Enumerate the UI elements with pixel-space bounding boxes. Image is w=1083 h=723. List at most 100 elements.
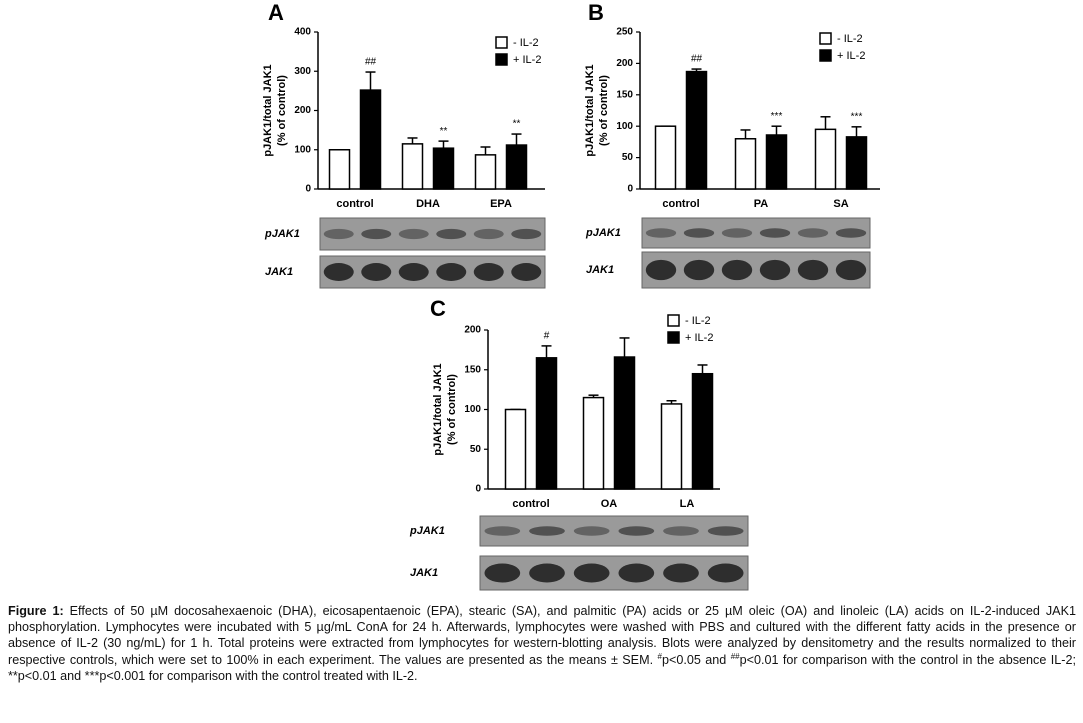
x-tick-label: OA bbox=[601, 498, 618, 510]
bar bbox=[814, 128, 837, 190]
blot-image bbox=[641, 217, 871, 249]
significance-label: ## bbox=[365, 57, 377, 68]
caption-superscript: # bbox=[657, 651, 662, 661]
blot-band bbox=[484, 563, 521, 583]
legend-swatch bbox=[495, 53, 508, 66]
legend-swatch bbox=[667, 331, 680, 344]
blot-band bbox=[618, 526, 655, 536]
blot-image bbox=[479, 515, 749, 547]
legend-label: + IL-2 bbox=[513, 54, 541, 66]
blot-label: pJAK1 bbox=[409, 525, 445, 537]
x-tick-label: DHA bbox=[416, 198, 440, 210]
caption-label: Figure 1: bbox=[8, 604, 64, 618]
bar bbox=[654, 125, 677, 190]
blot-band bbox=[707, 526, 744, 536]
blot-label: pJAK1 bbox=[264, 228, 300, 240]
bar bbox=[734, 138, 757, 190]
blot-image bbox=[641, 251, 871, 289]
legend-swatch bbox=[667, 314, 680, 327]
y-tick-label: 200 bbox=[616, 58, 633, 69]
blot-band bbox=[436, 263, 467, 281]
blot-image bbox=[319, 255, 546, 289]
x-tick-label: EPA bbox=[490, 198, 512, 210]
blot-band bbox=[663, 526, 699, 536]
caption: Figure 1: Effects of 50 µM docosahexaeno… bbox=[8, 603, 1076, 684]
significance-label: ## bbox=[691, 54, 703, 65]
blot-band bbox=[645, 228, 677, 238]
blot-band bbox=[323, 263, 354, 281]
blot-band bbox=[473, 263, 504, 281]
y-tick-label: 100 bbox=[294, 144, 311, 155]
significance-label: ** bbox=[440, 126, 448, 137]
y-axis-label: pJAK1/total JAK1 bbox=[432, 363, 444, 455]
blot-band bbox=[361, 263, 392, 281]
blot-band bbox=[759, 259, 791, 281]
caption-text: p<0.01 for comparison with the control i… bbox=[8, 652, 1076, 683]
legend-label: + IL-2 bbox=[685, 332, 713, 344]
blot-band bbox=[529, 526, 565, 536]
y-tick-label: 100 bbox=[464, 404, 481, 415]
blot-band bbox=[721, 228, 753, 238]
legend-label: + IL-2 bbox=[837, 50, 865, 62]
blot-image bbox=[479, 555, 749, 591]
blot-band bbox=[759, 228, 791, 238]
panel-letter: C bbox=[430, 296, 446, 321]
x-tick-label: SA bbox=[833, 198, 848, 210]
blot-label: JAK1 bbox=[410, 567, 438, 579]
bar bbox=[474, 154, 497, 190]
blot-band bbox=[436, 228, 467, 240]
y-axis-label: pJAK1/total JAK1 bbox=[262, 64, 274, 156]
y-tick-label: 50 bbox=[622, 152, 634, 163]
blot-image bbox=[319, 217, 546, 251]
blot-band bbox=[721, 259, 753, 281]
legend-swatch bbox=[819, 32, 832, 45]
blot-label: pJAK1 bbox=[585, 227, 621, 239]
bar bbox=[691, 372, 714, 490]
bar bbox=[613, 356, 636, 490]
y-tick-label: 0 bbox=[627, 184, 633, 195]
blot-label: JAK1 bbox=[265, 266, 293, 278]
blot-band bbox=[618, 563, 655, 583]
panel-letter: A bbox=[268, 0, 284, 25]
blot-band bbox=[683, 228, 715, 238]
significance-label: # bbox=[544, 331, 550, 342]
blot-band bbox=[683, 259, 715, 281]
y-tick-label: 150 bbox=[616, 89, 633, 100]
blot-band bbox=[573, 526, 610, 536]
x-tick-label: control bbox=[336, 198, 373, 210]
blot-band bbox=[707, 563, 744, 583]
significance-label: *** bbox=[851, 111, 863, 122]
blot-band bbox=[835, 228, 867, 238]
y-tick-label: 400 bbox=[294, 27, 311, 38]
x-tick-label: LA bbox=[680, 498, 695, 510]
blot-band bbox=[398, 228, 429, 240]
blot-band bbox=[511, 228, 542, 240]
blot-band bbox=[323, 228, 354, 240]
blot-band bbox=[835, 259, 867, 281]
bar bbox=[505, 144, 528, 190]
panel-letter: B bbox=[588, 0, 604, 25]
significance-label: *** bbox=[771, 111, 783, 122]
caption-text: Effects of 50 µM docosahexaenoic (DHA), … bbox=[8, 604, 1076, 667]
bar bbox=[504, 408, 527, 490]
bar bbox=[845, 136, 868, 190]
y-axis-label: (% of control) bbox=[446, 374, 458, 445]
blot-band bbox=[473, 228, 504, 240]
y-tick-label: 0 bbox=[475, 484, 481, 495]
x-tick-label: PA bbox=[754, 198, 769, 210]
y-axis-label: pJAK1/total JAK1 bbox=[584, 64, 596, 156]
bar bbox=[535, 357, 558, 490]
blot-label: JAK1 bbox=[586, 264, 614, 276]
y-axis-label: (% of control) bbox=[276, 75, 288, 146]
y-tick-label: 50 bbox=[470, 444, 482, 455]
y-axis-label: (% of control) bbox=[598, 75, 610, 146]
blot-band bbox=[361, 228, 392, 240]
legend-label: - IL-2 bbox=[837, 33, 863, 45]
blot-band bbox=[511, 263, 542, 281]
bar bbox=[432, 147, 455, 190]
blot-band bbox=[573, 563, 610, 583]
bar bbox=[765, 134, 788, 190]
blot-band bbox=[484, 526, 521, 536]
legend-swatch bbox=[495, 36, 508, 49]
